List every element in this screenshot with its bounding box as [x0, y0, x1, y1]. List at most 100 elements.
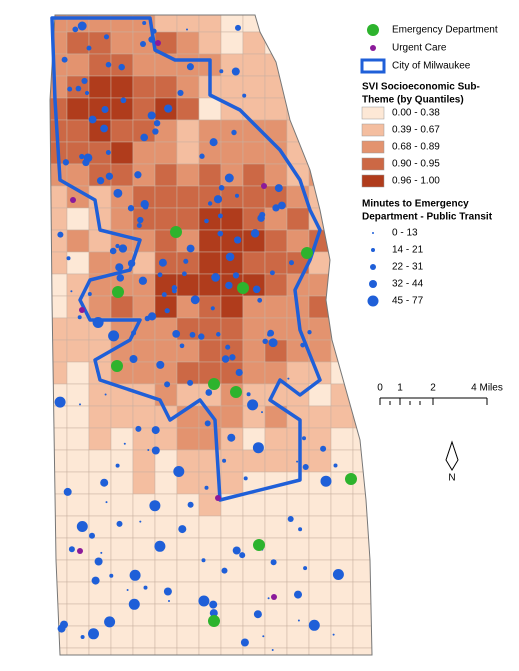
tract — [154, 295, 178, 319]
ed-marker — [230, 386, 242, 398]
tract — [242, 185, 266, 209]
tract — [242, 559, 266, 583]
transit-dot — [131, 330, 137, 336]
transit-dot — [129, 355, 138, 363]
transit-dot — [219, 69, 224, 74]
tract — [286, 75, 310, 99]
legend-label: 0.39 - 0.67 — [392, 125, 440, 136]
legend-title: Theme (by Quantiles) — [362, 95, 464, 106]
tract — [176, 15, 200, 33]
tract — [286, 53, 310, 77]
tract — [198, 31, 222, 55]
tract — [220, 647, 244, 655]
tract — [50, 647, 68, 655]
transit-dot — [96, 177, 105, 185]
tract — [176, 339, 200, 363]
transit-dot — [171, 288, 177, 294]
tract — [88, 15, 112, 33]
tract — [308, 163, 332, 187]
tract — [286, 15, 310, 33]
transit-dot — [86, 45, 92, 51]
tract — [110, 207, 134, 231]
transit-dot — [88, 628, 99, 640]
transit-dot — [277, 201, 286, 210]
tract — [50, 449, 68, 473]
tract — [110, 185, 134, 209]
transit-dot — [224, 173, 234, 183]
transit-dot — [204, 218, 209, 224]
tract — [264, 31, 288, 55]
transit-dot — [261, 411, 263, 414]
transit-dot — [232, 272, 240, 279]
tract — [66, 119, 90, 143]
transit-dot — [231, 129, 237, 136]
tract — [330, 295, 354, 319]
ed-marker — [170, 226, 182, 238]
ed-marker — [253, 539, 265, 551]
transit-dot — [104, 393, 107, 396]
transit-dot — [209, 138, 218, 147]
tract — [50, 295, 68, 319]
tract — [50, 493, 68, 517]
tract — [330, 493, 354, 517]
transit-dot — [222, 458, 227, 463]
tract — [176, 31, 200, 55]
transit-dot — [94, 557, 103, 566]
transit-dot — [77, 21, 87, 31]
transit-dot — [164, 104, 173, 113]
transit-dot — [88, 115, 97, 124]
transit-dot — [127, 259, 136, 268]
tract — [132, 449, 156, 473]
transit-dot — [79, 153, 85, 160]
transit-dot — [234, 193, 240, 198]
tract — [352, 537, 372, 561]
transit-dot — [61, 56, 68, 63]
tract — [264, 427, 288, 451]
transit-dot — [109, 573, 114, 578]
tract — [50, 251, 68, 275]
north-arrow-shape — [445, 440, 459, 471]
transit-dot — [296, 460, 299, 463]
tract — [308, 185, 332, 209]
tract — [242, 15, 266, 33]
tract — [66, 317, 90, 341]
scale-label: 4 Miles — [471, 383, 503, 394]
tract — [110, 559, 134, 583]
tract — [50, 273, 68, 297]
tract — [50, 427, 68, 451]
legend-symbol — [367, 295, 379, 307]
county-outline — [49, 14, 373, 656]
scale-label: 1 — [397, 383, 403, 394]
tract — [330, 31, 354, 55]
legend-title: SVI Socioeconomic Sub- — [362, 82, 480, 93]
tract — [330, 53, 354, 77]
tract — [110, 537, 134, 561]
tract — [66, 53, 90, 77]
transit-dot — [172, 330, 181, 338]
legend-label: City of Milwaukee — [392, 61, 471, 72]
transit-dot — [108, 330, 120, 342]
transit-dot — [92, 317, 104, 328]
scale-label: 0 — [377, 383, 383, 394]
legend-label: 14 - 21 — [392, 245, 424, 256]
tract — [110, 141, 134, 165]
transit-dot — [307, 330, 312, 335]
tract — [110, 119, 134, 143]
transit-dot — [66, 256, 71, 261]
transit-dot — [267, 329, 275, 337]
transit-dot — [116, 520, 123, 527]
tract — [154, 647, 178, 655]
transit-dot — [63, 487, 72, 496]
tract — [110, 471, 134, 495]
transit-dot — [272, 204, 280, 212]
tract — [66, 559, 90, 583]
tract — [352, 383, 372, 407]
tract — [242, 75, 266, 99]
ed-marker — [111, 360, 123, 372]
tract — [242, 163, 266, 187]
tract — [220, 31, 244, 55]
tract — [352, 449, 372, 473]
transit-dot — [57, 624, 66, 633]
transit-dot — [147, 111, 156, 120]
tract — [330, 515, 354, 539]
